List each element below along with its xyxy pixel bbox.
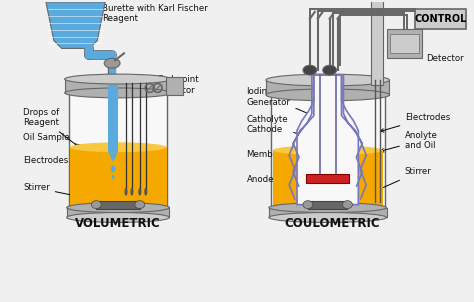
Bar (69, 85, 167, 210)
Bar (67, 207, 170, 217)
Text: Catholyte
Cathode: Catholyte Cathode (246, 115, 306, 137)
Text: Electrodes: Electrodes (23, 156, 134, 173)
Ellipse shape (70, 142, 166, 152)
Bar (415, 9, 466, 29)
Ellipse shape (69, 79, 167, 91)
Ellipse shape (104, 58, 120, 68)
Ellipse shape (273, 204, 383, 216)
Bar (306, 174, 349, 183)
Ellipse shape (271, 78, 384, 92)
Ellipse shape (266, 74, 390, 86)
Polygon shape (46, 2, 105, 48)
Bar (273, 150, 383, 210)
Polygon shape (108, 152, 118, 162)
Bar (64, 79, 172, 93)
Bar (308, 201, 347, 209)
Bar (70, 147, 166, 210)
Ellipse shape (67, 213, 170, 222)
Text: Iodine
Generator: Iodine Generator (246, 87, 314, 116)
Text: Burette with Karl Fischer
Reagent: Burette with Karl Fischer Reagent (84, 4, 208, 26)
Text: Anode: Anode (246, 175, 316, 194)
Ellipse shape (110, 165, 116, 172)
Ellipse shape (64, 74, 172, 84)
Ellipse shape (64, 88, 172, 98)
Ellipse shape (303, 201, 313, 209)
Ellipse shape (67, 203, 170, 213)
Text: VOLUMETRIC: VOLUMETRIC (75, 217, 161, 230)
Ellipse shape (269, 203, 386, 213)
Ellipse shape (266, 89, 390, 101)
Polygon shape (297, 75, 358, 205)
Ellipse shape (135, 201, 145, 209)
Bar (371, 0, 383, 85)
Ellipse shape (91, 201, 101, 209)
Text: Stirrer: Stirrer (23, 183, 119, 206)
Ellipse shape (303, 65, 317, 75)
Text: Membrane: Membrane (246, 150, 312, 177)
Ellipse shape (69, 204, 167, 216)
Ellipse shape (138, 188, 141, 196)
Ellipse shape (343, 201, 352, 209)
Ellipse shape (144, 188, 147, 196)
Bar (266, 80, 390, 95)
Bar (108, 85, 118, 152)
Bar (387, 29, 421, 58)
Ellipse shape (125, 188, 128, 196)
Ellipse shape (112, 175, 115, 179)
Ellipse shape (273, 145, 383, 155)
Text: End-point
Detector: End-point Detector (158, 75, 199, 95)
Bar (390, 34, 419, 53)
Bar (271, 85, 384, 210)
Ellipse shape (269, 213, 386, 222)
Text: Stirrer: Stirrer (346, 168, 431, 204)
Bar (165, 77, 183, 95)
Text: Anolyte
and Oil: Anolyte and Oil (380, 131, 438, 152)
Text: CONTROL: CONTROL (414, 14, 466, 24)
Ellipse shape (323, 65, 337, 75)
Text: Detector: Detector (391, 43, 464, 63)
Text: Electrodes: Electrodes (380, 113, 450, 132)
Text: Drops of
Reagent: Drops of Reagent (23, 108, 110, 172)
Bar (269, 207, 386, 217)
Ellipse shape (70, 205, 166, 214)
Text: COULOMETRIC: COULOMETRIC (285, 217, 381, 230)
Bar (96, 201, 140, 209)
Ellipse shape (130, 188, 133, 196)
Text: Oil Sample: Oil Sample (23, 133, 100, 150)
Ellipse shape (271, 203, 384, 217)
